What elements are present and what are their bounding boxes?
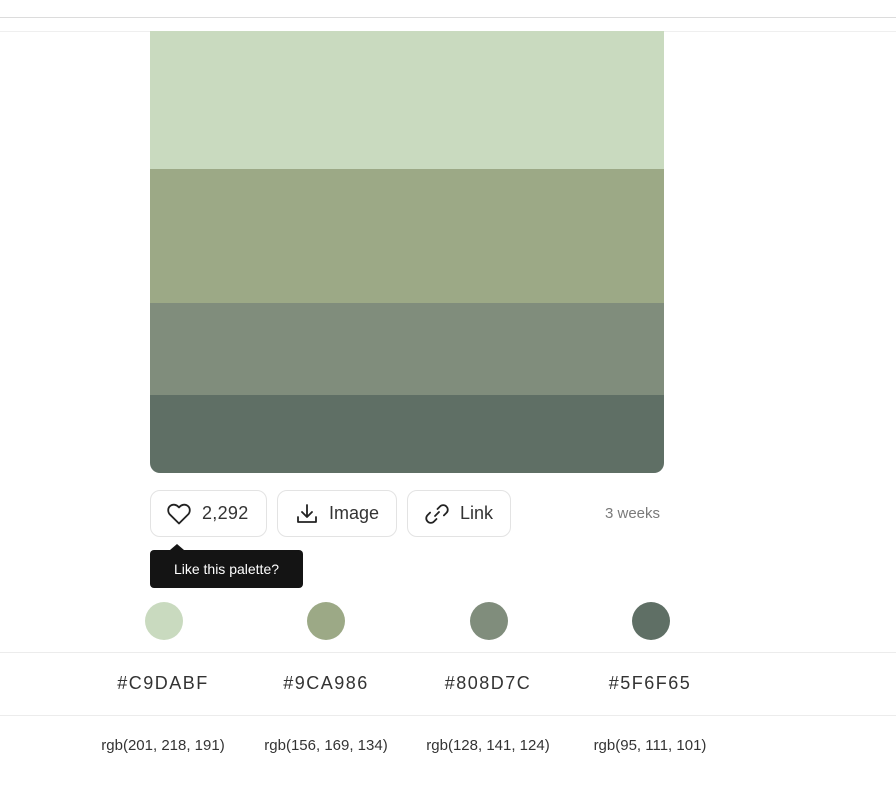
divider (0, 652, 896, 653)
like-button[interactable]: 2,292 (150, 490, 267, 537)
copy-link-button[interactable]: Link (407, 490, 511, 537)
color-dot[interactable] (470, 602, 508, 640)
link-button-label: Link (460, 503, 494, 523)
palette-swatch[interactable] (150, 395, 664, 473)
rgb-code[interactable]: rgb(156, 169, 134) (264, 737, 388, 754)
rgb-code[interactable]: rgb(201, 218, 191) (101, 737, 225, 754)
download-image-button[interactable]: Image (277, 490, 397, 537)
color-dot[interactable] (145, 602, 183, 640)
link-icon (424, 502, 450, 526)
heart-icon (166, 502, 192, 526)
color-dot[interactable] (307, 602, 345, 640)
hex-code[interactable]: #C9DABF (117, 673, 209, 693)
download-icon (295, 502, 319, 526)
divider (0, 715, 896, 716)
palette-preview[interactable] (150, 31, 664, 473)
tooltip-text: Like this palette? (173, 561, 280, 577)
like-tooltip: Like this palette? (150, 544, 303, 588)
palette-swatch[interactable] (150, 303, 664, 395)
image-button-label: Image (329, 503, 380, 523)
like-count: 2,292 (202, 503, 249, 523)
hex-code[interactable]: #9CA986 (283, 673, 369, 693)
palette-swatch[interactable] (150, 169, 664, 303)
hex-code[interactable]: #5F6F65 (608, 673, 692, 693)
palette-swatch[interactable] (150, 31, 664, 169)
top-divider (0, 17, 896, 18)
color-dot[interactable] (632, 602, 670, 640)
rgb-code[interactable]: rgb(128, 141, 124) (426, 737, 550, 754)
hex-code[interactable]: #808D7C (444, 673, 532, 693)
palette-age: 3 weeks (605, 505, 661, 522)
rgb-code[interactable]: rgb(95, 111, 101) (593, 737, 707, 754)
